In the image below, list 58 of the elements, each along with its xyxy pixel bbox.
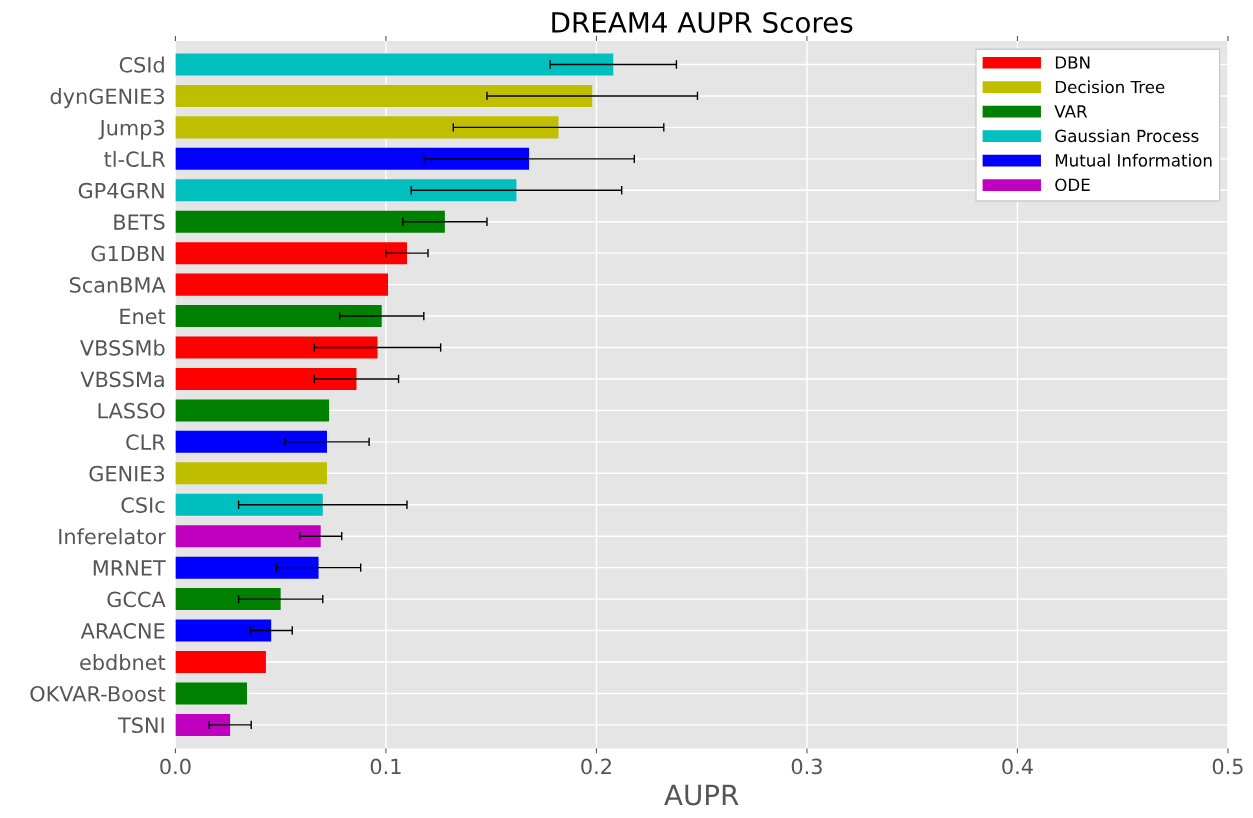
y-tick-label: tl-CLR [104,150,166,168]
x-tick-label: 0.5 [1212,758,1243,775]
bar [175,556,319,579]
legend-label: VAR [1054,105,1088,118]
bar [175,493,323,516]
y-tick-label: MRNET [93,560,166,576]
legend-label: ODE [1055,178,1090,192]
y-tick-label: OKVAR-Boost [30,685,166,702]
x-tick-label: 0.2 [581,758,611,775]
y-tick-label: G1DBN [91,245,164,262]
x-tick-label: 0.4 [1002,758,1033,775]
bar [175,430,327,453]
y-tick-label: GP4GRN [78,182,164,199]
legend-label: DBN [1055,56,1090,69]
bar [175,713,231,736]
bar [175,179,517,202]
y-tick-label: VBSSMb [80,339,165,356]
bar [175,336,378,359]
x-tick-label: 0.1 [370,758,401,775]
bar [175,242,407,265]
x-axis-title: AUPR [664,784,739,806]
bar [175,116,559,139]
y-tick-label: GCCA [107,591,166,608]
y-tick-label: BETS [114,214,165,230]
y-tick-label: dynGENIE3 [50,88,165,109]
y-tick-label: Jump3 [98,119,165,140]
bar [175,399,330,422]
bar [175,462,327,485]
bar [175,273,389,296]
x-tick-label: 0.3 [791,758,822,775]
bar [175,367,357,390]
y-tick-label: Enet [120,308,166,325]
y-tick-label: Inferelator [59,528,166,545]
y-tick-label: TSNI [117,717,164,734]
bar [175,650,266,673]
y-tick-label: CSId [119,56,164,73]
bar [175,588,281,611]
legend-label: Decision Tree [1055,80,1165,94]
legend-label: Gaussian Process [1055,129,1199,143]
y-tick-label: ebdbnet [80,654,166,671]
y-tick-label: VBSSMa [80,371,164,388]
chart-title: DREAM4 AUPR Scores [552,11,853,33]
bar [175,53,614,76]
bar [175,84,593,107]
y-tick-label: ARACNE [80,622,165,639]
bar [175,210,445,233]
bar [175,619,272,642]
bar [175,525,321,548]
bar [175,147,530,170]
y-tick-label: ScanBMA [69,277,166,293]
bar [175,305,382,328]
y-tick-label: CLR [126,434,166,451]
legend-label: Mutual Information [1055,153,1212,167]
bar [175,682,247,705]
y-tick-label: GENIE3 [89,465,165,482]
y-tick-label: CSIc [121,497,165,513]
x-tick-label: 0.0 [160,758,191,775]
y-tick-label: LASSO [98,402,165,419]
